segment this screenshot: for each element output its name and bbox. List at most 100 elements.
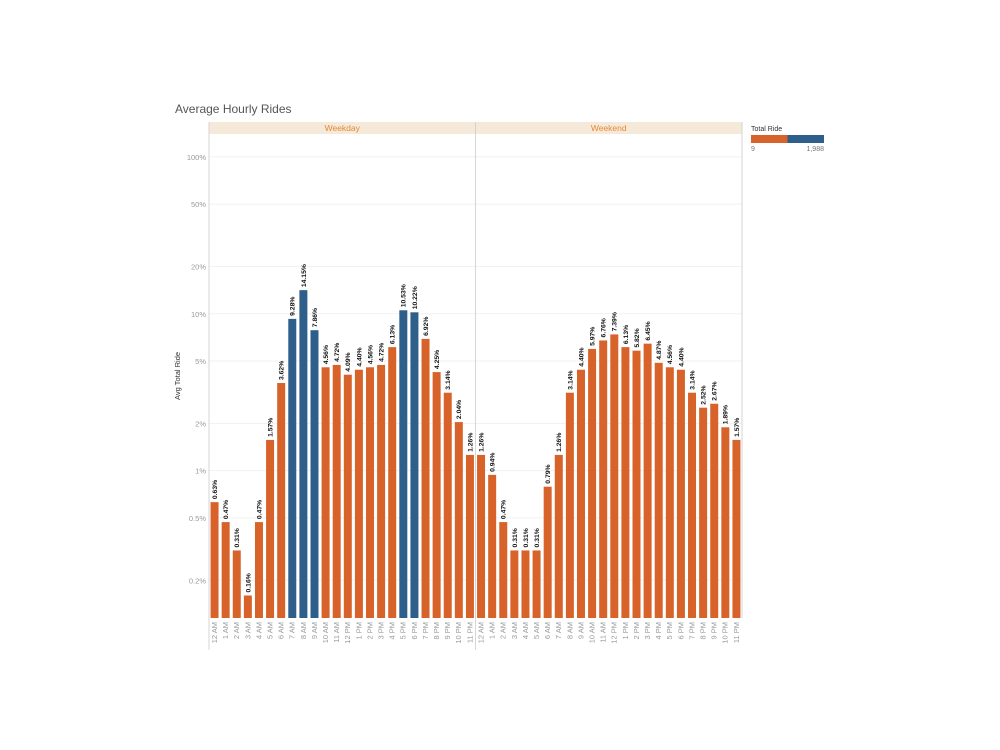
bar	[610, 334, 619, 618]
bar-data-label: 9.28%	[290, 297, 297, 316]
bar	[488, 474, 497, 618]
x-tick-label: 6 AM	[277, 622, 286, 639]
bar	[510, 550, 519, 618]
bar	[366, 367, 375, 618]
bar	[676, 369, 685, 618]
bar	[288, 318, 297, 618]
bar	[621, 347, 630, 618]
bar	[243, 595, 252, 618]
bar	[310, 330, 319, 618]
bar	[232, 550, 241, 618]
bar	[443, 392, 452, 618]
x-tick-label: 8 AM	[565, 622, 574, 639]
y-tick-label: 2%	[195, 419, 206, 428]
x-tick-label: 5 PM	[399, 622, 408, 640]
bar	[354, 369, 363, 618]
bar	[210, 502, 219, 618]
x-tick-label: 3 PM	[377, 622, 386, 640]
bar-data-label: 0.16%	[245, 573, 252, 592]
bar	[477, 454, 486, 618]
bar-data-label: 4.72%	[334, 343, 341, 362]
x-tick-label: 11 PM	[732, 622, 741, 643]
bar-data-label: 7.39%	[612, 312, 619, 331]
bar-data-label: 5.82%	[634, 328, 641, 347]
bar-data-label: 2.52%	[701, 385, 708, 404]
bar	[576, 369, 585, 618]
panel-weekday: Weekday 0.63% 12 AM 0.47% 1 AM 0.31% 2 AM 0.16%…	[208, 122, 476, 650]
bar	[732, 439, 741, 618]
x-tick-label: 12 AM	[476, 622, 485, 643]
bar	[643, 343, 652, 618]
x-tick-label: 11 AM	[332, 622, 341, 643]
x-tick-label: 7 AM	[554, 622, 563, 639]
x-tick-label: 2 PM	[365, 622, 374, 640]
bar-data-label: 1.57%	[267, 418, 274, 437]
y-tick-label: 20%	[191, 263, 206, 272]
bar-data-label: 6.13%	[390, 325, 397, 344]
bar	[410, 312, 419, 618]
x-tick-label: 4 AM	[254, 622, 263, 639]
x-tick-label: 12 PM	[610, 622, 619, 644]
bar	[521, 550, 530, 618]
bar	[399, 310, 408, 618]
panel-header	[209, 122, 476, 134]
bar-data-label: 6.92%	[423, 317, 430, 336]
x-tick-label: 4 PM	[388, 622, 397, 640]
color-legend: Total Ride 9 1,988	[751, 126, 824, 153]
x-tick-label: 1 PM	[621, 622, 630, 640]
x-tick-label: 9 PM	[710, 622, 719, 640]
x-tick-label: 12 PM	[343, 622, 352, 644]
x-tick-label: 11 PM	[465, 622, 474, 643]
y-tick-label: 5%	[195, 357, 206, 366]
x-tick-label: 10 PM	[454, 622, 463, 644]
bar	[532, 550, 541, 618]
bar-data-label: 0.94%	[490, 453, 497, 472]
bar-data-label: 1.26%	[478, 433, 485, 452]
x-tick-label: 2 AM	[499, 622, 508, 639]
x-tick-label: 11 AM	[599, 622, 608, 643]
bar	[654, 362, 663, 618]
x-tick-label: 1 AM	[488, 622, 497, 639]
bar	[665, 367, 674, 618]
panel-header-label: Weekend	[591, 123, 627, 133]
bar	[421, 338, 430, 618]
panel-header-label: Weekday	[325, 123, 361, 133]
y-axis-label: Avg Total Ride	[173, 352, 182, 400]
x-tick-label: 8 AM	[299, 622, 308, 639]
x-tick-label: 4 AM	[521, 622, 530, 639]
legend-gradient-low	[751, 135, 788, 143]
bar-data-label: 4.56%	[667, 345, 674, 364]
x-tick-label: 10 AM	[321, 622, 330, 643]
bar-data-label: 4.40%	[356, 347, 363, 366]
x-tick-label: 2 PM	[632, 622, 641, 640]
legend-min-label: 9	[751, 146, 755, 153]
bar-data-label: 0.31%	[523, 528, 530, 547]
bar	[688, 392, 697, 618]
bar-data-label: 6.45%	[645, 321, 652, 340]
bar-data-label: 1.26%	[556, 433, 563, 452]
x-tick-label: 5 PM	[665, 622, 674, 640]
bar-data-label: 0.79%	[545, 464, 552, 483]
y-tick-label: 50%	[191, 200, 206, 209]
bar-data-label: 2.67%	[712, 381, 719, 400]
bar	[343, 374, 352, 618]
bar	[632, 350, 641, 618]
x-tick-label: 10 AM	[587, 622, 596, 643]
x-tick-label: 3 AM	[510, 622, 519, 639]
legend-gradient-high	[787, 135, 824, 143]
bar-data-label: 10.22%	[412, 286, 419, 309]
bar	[377, 364, 386, 618]
x-tick-label: 7 AM	[288, 622, 297, 639]
bar-data-label: 6.13%	[623, 325, 630, 344]
bar	[543, 486, 552, 618]
x-tick-label: 4 PM	[654, 622, 663, 640]
bar-data-label: 3.14%	[567, 370, 574, 389]
bar-data-label: 14.15%	[301, 264, 308, 287]
bar	[454, 422, 463, 618]
x-tick-label: 1 PM	[354, 622, 363, 640]
x-tick-label: 6 AM	[543, 622, 552, 639]
bar-data-label: 4.72%	[379, 343, 386, 362]
x-tick-label: 6 PM	[676, 622, 685, 640]
x-tick-label: 5 AM	[265, 622, 274, 639]
x-tick-label: 3 AM	[243, 622, 252, 639]
